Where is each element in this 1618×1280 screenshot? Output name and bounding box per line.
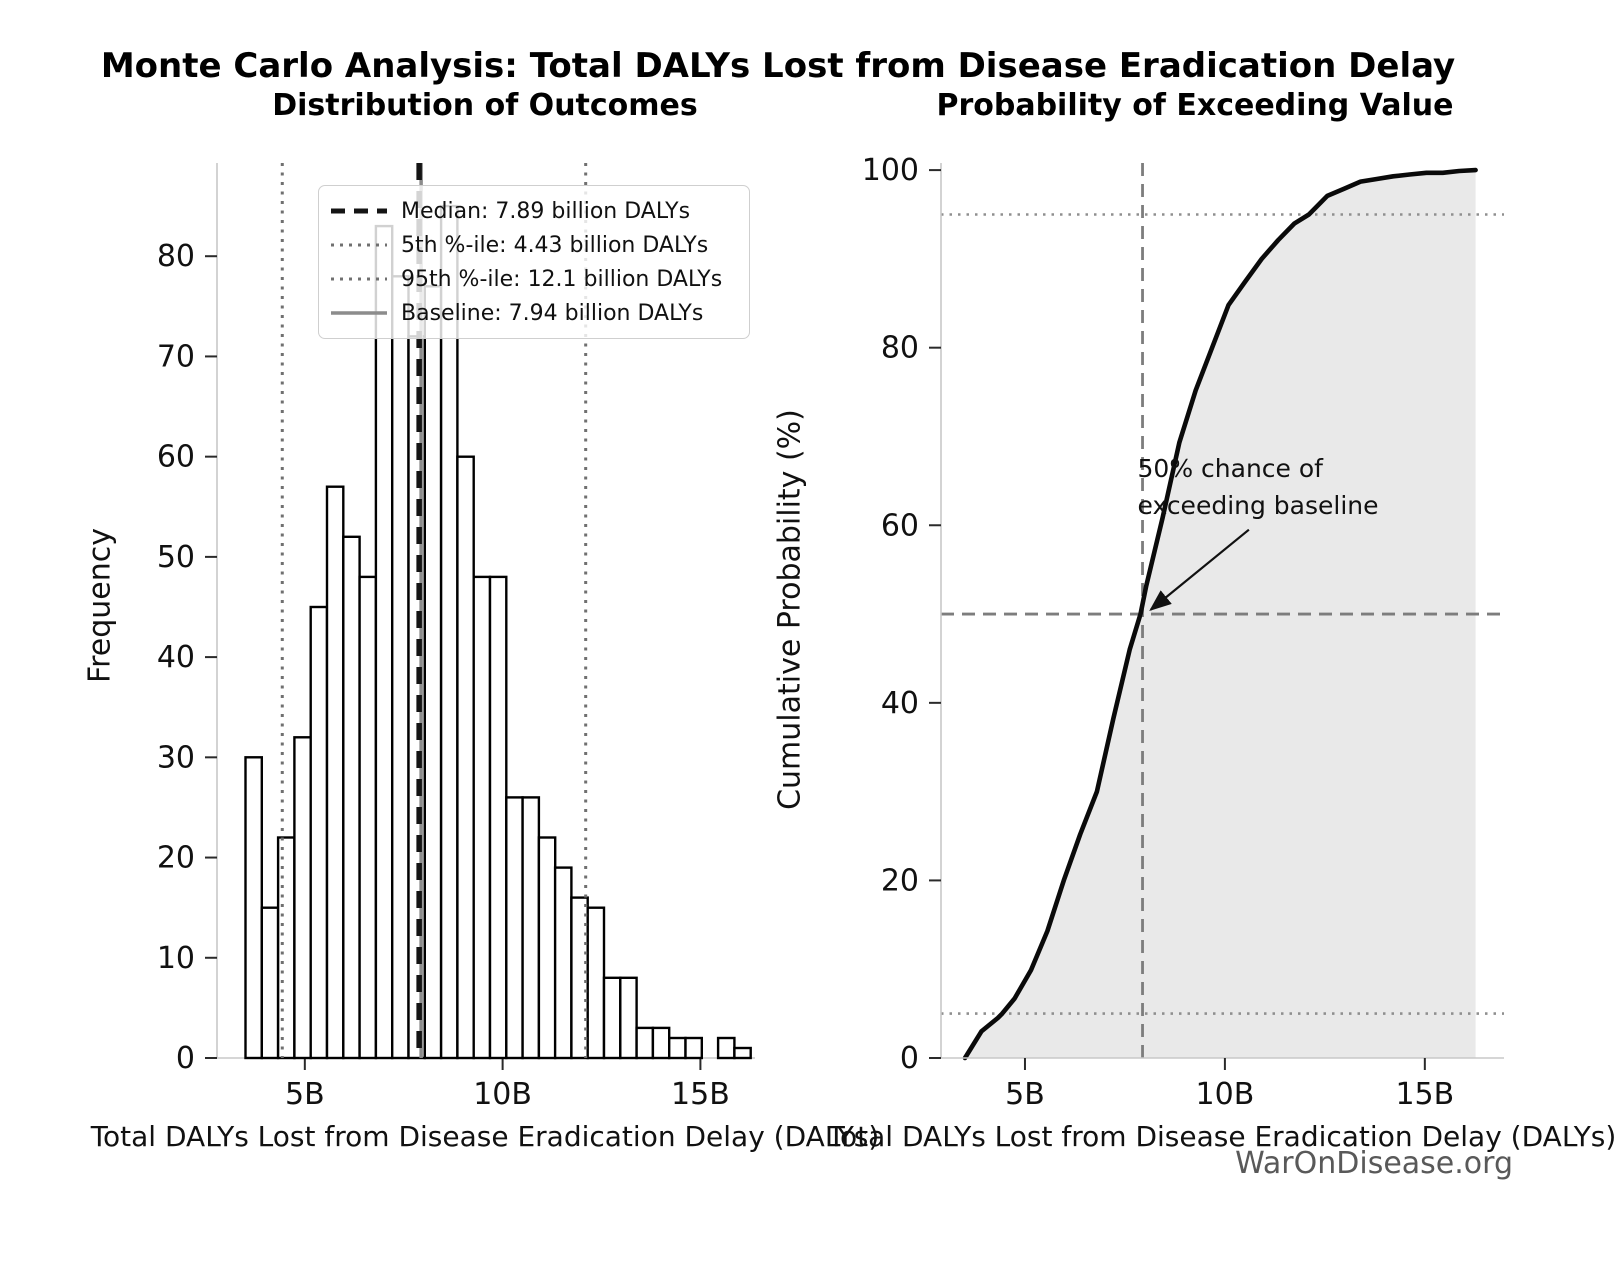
histogram-bar bbox=[684, 1036, 703, 1060]
legend-label-median: Median: 7.89 billion DALYs bbox=[401, 198, 691, 224]
legend-label-p95: 95th %-ile: 12.1 billion DALYs bbox=[401, 266, 723, 292]
right-plot-y-tick-label: 100 bbox=[862, 153, 919, 188]
left-plot-title: Distribution of Outcomes bbox=[272, 88, 698, 123]
legend-item-p95: 95th %-ile: 12.1 billion DALYs bbox=[331, 262, 737, 296]
histogram-bar bbox=[733, 1046, 752, 1060]
histogram-bar bbox=[244, 756, 263, 1060]
histogram-bar bbox=[635, 1026, 655, 1060]
histogram-bar bbox=[553, 866, 573, 1060]
left-plot-y-tick-label: 10 bbox=[157, 941, 195, 976]
left-plot-y-tick-label: 60 bbox=[157, 440, 195, 475]
left-x-axis-label: Total DALYs Lost from Disease Eradicatio… bbox=[90, 1120, 880, 1153]
legend-label-baseline: Baseline: 7.94 billion DALYs bbox=[401, 300, 704, 326]
legend-item-baseline: Baseline: 7.94 billion DALYs bbox=[331, 296, 737, 330]
histogram-bar bbox=[342, 535, 361, 1060]
left-plot-y-tick-label: 0 bbox=[176, 1041, 195, 1076]
right-plot-x-tick-label: 5B bbox=[1005, 1077, 1045, 1112]
annotation-line-2: exceeding baseline bbox=[1137, 491, 1379, 520]
histogram-bar bbox=[391, 275, 410, 1060]
histogram-bar bbox=[651, 1026, 671, 1060]
histogram-bar bbox=[586, 906, 606, 1060]
histogram-bar bbox=[423, 285, 443, 1060]
histogram-bar bbox=[488, 575, 508, 1060]
right-y-axis-label: Cumulative Probability (%) bbox=[772, 409, 808, 810]
legend-item-median: Median: 7.89 billion DALYs bbox=[331, 194, 737, 228]
right-plot-title: Probability of Exceeding Value bbox=[936, 88, 1454, 123]
right-plot-x-tick-label: 15B bbox=[1395, 1077, 1454, 1112]
histogram-bar bbox=[570, 896, 589, 1060]
left-plot-y-tick-label: 80 bbox=[157, 239, 195, 274]
histogram-bar bbox=[602, 976, 622, 1060]
legend: Median: 7.89 billion DALYs 5th %-ile: 4.… bbox=[318, 185, 750, 339]
legend-label-p5: 5th %-ile: 4.43 billion DALYs bbox=[401, 232, 709, 258]
cdf-curve bbox=[962, 167, 1478, 1061]
histogram-bar bbox=[260, 906, 280, 1060]
right-x-axis-label: Total DALYs Lost from Disease Eradicatio… bbox=[827, 1120, 1617, 1153]
histogram-bar bbox=[456, 455, 475, 1060]
annotation-line-1: 50% chance of bbox=[1137, 454, 1323, 483]
histogram-bar bbox=[325, 485, 345, 1060]
right-plot-x-tick-label: 10B bbox=[1196, 1077, 1255, 1112]
watermark: WarOnDisease.org bbox=[1235, 1146, 1513, 1181]
histogram-bar bbox=[293, 736, 312, 1060]
baseline-line-sample bbox=[331, 311, 387, 315]
left-plot-y-tick-label: 20 bbox=[157, 841, 195, 876]
histogram-bar bbox=[358, 575, 378, 1060]
median-line-sample bbox=[331, 208, 387, 214]
right-plot-y-tick-label: 20 bbox=[881, 863, 919, 898]
legend-item-p5: 5th %-ile: 4.43 billion DALYs bbox=[331, 228, 737, 262]
percentile-line-sample bbox=[331, 277, 387, 281]
histogram-bar bbox=[668, 1036, 687, 1060]
left-plot-y-tick-label: 70 bbox=[157, 339, 195, 374]
right-plot-y-tick-label: 0 bbox=[900, 1041, 919, 1076]
histogram-bar bbox=[472, 575, 492, 1060]
left-plot-y-tick-label: 50 bbox=[157, 540, 195, 575]
histogram-bar bbox=[505, 796, 524, 1060]
left-plot-x-tick-label: 10B bbox=[473, 1077, 532, 1112]
right-plot-y-tick-label: 80 bbox=[881, 331, 919, 366]
annotation-50pct-baseline: 50% chance of exceeding baseline bbox=[1138, 450, 1379, 524]
histogram-bar bbox=[374, 224, 394, 1060]
annotation-arrow bbox=[1149, 528, 1250, 611]
left-plot-y-tick-label: 30 bbox=[157, 740, 195, 775]
histogram-bar bbox=[716, 1036, 736, 1060]
figure-title: Monte Carlo Analysis: Total DALYs Lost f… bbox=[100, 46, 1456, 86]
right-plot-y-tick-label: 40 bbox=[881, 686, 919, 721]
histogram-bar bbox=[276, 836, 296, 1060]
left-plot-y-tick-label: 40 bbox=[157, 640, 195, 675]
right-plot-y-tick-label: 60 bbox=[881, 508, 919, 543]
left-plot-x-tick-label: 15B bbox=[671, 1077, 730, 1112]
histogram-bar bbox=[537, 836, 557, 1060]
percentile-line-sample bbox=[331, 243, 387, 247]
histogram-bar bbox=[521, 796, 541, 1060]
histogram-bar bbox=[309, 605, 329, 1060]
histogram-bar bbox=[619, 976, 638, 1060]
left-plot-x-tick-label: 5B bbox=[285, 1077, 325, 1112]
left-y-axis-label: Frequency bbox=[82, 528, 118, 683]
